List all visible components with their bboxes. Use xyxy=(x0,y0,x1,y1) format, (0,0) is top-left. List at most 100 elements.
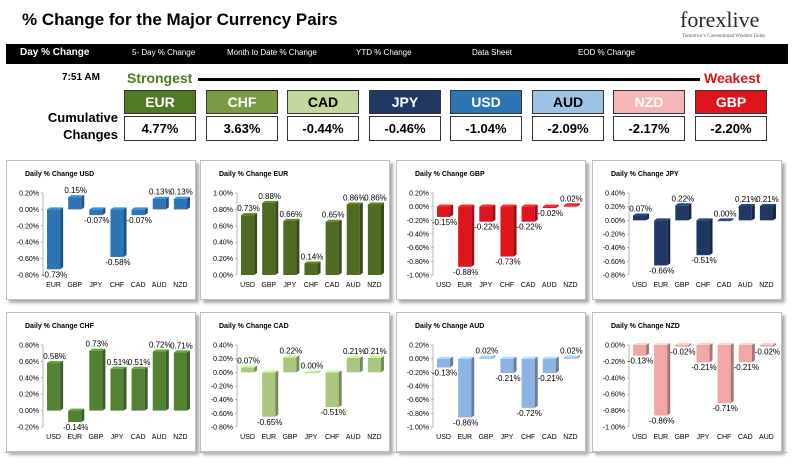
data-label: 0.66% xyxy=(280,210,303,219)
y-tick-label: -0.20% xyxy=(17,223,39,230)
tab-day-change[interactable]: Day % Change xyxy=(20,47,90,58)
y-tick-label: -0.40% xyxy=(407,384,429,391)
cumulative-change-value: -2.17% xyxy=(613,116,685,141)
bar-gbp xyxy=(675,203,692,221)
bar-chf xyxy=(304,261,321,275)
x-tick-label: NZD xyxy=(563,434,577,441)
bar-chart: 1.00% 0.80% 0.60% 0.40% 0.20% 0.00% 0.73% USD 0.… xyxy=(213,191,387,290)
bar-eur xyxy=(68,408,85,423)
y-tick-label: 0.20% xyxy=(409,343,429,350)
y-tick-label: 1.00% xyxy=(213,191,233,198)
chart-panel-gbp: Daily % Change GBP 0.20% 0.00% -0.20% -0.40%… xyxy=(396,160,586,300)
x-tick-label: GBP xyxy=(88,434,103,441)
x-tick-label: CAD xyxy=(738,434,753,441)
y-tick-label: -0.80% xyxy=(407,259,429,266)
y-tick-label: 0.00% xyxy=(605,218,625,225)
y-tick-label: -0.20% xyxy=(211,384,233,391)
tab-data-sheet[interactable]: Data Sheet xyxy=(472,48,513,57)
cumulative-change-value: -2.09% xyxy=(532,116,604,141)
data-label: 0.71% xyxy=(170,341,193,350)
x-tick-label: NZD xyxy=(173,434,187,441)
data-label: -0.02% xyxy=(538,209,563,218)
y-tick-label: -0.40% xyxy=(17,240,39,247)
chart-title: Daily % Change USD xyxy=(25,171,95,178)
data-label: 0.21% xyxy=(343,347,366,356)
x-tick-label: NZD xyxy=(563,282,577,289)
bar-gbp xyxy=(262,200,279,275)
timestamp: 7:51 AM xyxy=(62,72,100,83)
bar-aud xyxy=(346,202,363,275)
x-tick-label: JPY xyxy=(697,434,710,441)
bar-chart: 0.20% 0.00% -0.20% -0.40% -0.60% -0.80% -0.73%… xyxy=(17,186,193,289)
y-tick-label: -0.80% xyxy=(603,408,625,415)
x-tick-label: NZD xyxy=(367,434,381,441)
x-tick-label: GBP xyxy=(674,282,689,289)
bar-eur xyxy=(458,204,475,267)
bar-chart: 0.20% 0.00% -0.20% -0.40% -0.60% -0.80% -1.00%… xyxy=(407,343,583,442)
x-tick-label: AUD xyxy=(738,282,753,289)
data-label: -0.07% xyxy=(126,216,151,225)
data-label: 0.51% xyxy=(128,358,151,367)
y-tick-label: 0.20% xyxy=(19,392,39,399)
data-label: -0.71% xyxy=(712,404,737,413)
x-tick-label: CHF xyxy=(110,282,124,289)
x-tick-label: GBP xyxy=(674,434,689,441)
y-tick-label: -0.60% xyxy=(407,245,429,252)
bar-jpy xyxy=(479,204,496,222)
data-label: 0.02% xyxy=(476,346,499,355)
tab-month-to-date-change[interactable]: Month to Date % Change xyxy=(227,48,317,57)
x-tick-label: CAD xyxy=(717,282,732,289)
x-tick-label: EUR xyxy=(46,282,61,289)
data-label: -0.22% xyxy=(474,223,499,232)
x-tick-label: EUR xyxy=(457,282,472,289)
bar-aud xyxy=(542,204,559,209)
x-tick-label: USD xyxy=(436,282,451,289)
y-tick-label: -0.20% xyxy=(603,232,625,239)
bar-cad xyxy=(542,356,559,374)
bar-usd xyxy=(437,356,454,368)
x-tick-label: GBP xyxy=(282,434,297,441)
data-label: -0.02% xyxy=(755,348,780,357)
y-tick-label: 0.40% xyxy=(605,191,625,198)
x-tick-label: GBP xyxy=(478,434,493,441)
y-tick-label: -0.80% xyxy=(407,411,429,418)
tab-5-day-change[interactable]: 5- Day % Change xyxy=(132,48,196,57)
chart-title: Daily % Change CHF xyxy=(25,323,94,330)
y-tick-label: 0.60% xyxy=(19,359,39,366)
data-label: 0.07% xyxy=(629,205,652,214)
y-tick-label: 0.20% xyxy=(19,191,39,198)
data-label: -0.73% xyxy=(495,258,520,267)
y-tick-label: -0.60% xyxy=(17,256,39,263)
bar-jpy xyxy=(304,370,321,374)
bar-gbp xyxy=(479,355,496,359)
bar-chart: 0.40% 0.20% 0.00% -0.20% -0.40% -0.60% -0.80% 0… xyxy=(603,191,779,290)
bar-cad xyxy=(717,218,734,222)
x-tick-label: JPY xyxy=(283,282,296,289)
chart-title: Daily % Change JPY xyxy=(611,171,679,178)
data-label: 0.72% xyxy=(149,341,172,350)
y-tick-label: -1.00% xyxy=(603,425,625,432)
y-tick-label: 0.00% xyxy=(409,204,429,211)
x-tick-label: JPY xyxy=(111,434,124,441)
currency-box-nzd: NZD -2.17% xyxy=(613,90,685,141)
cumulative-changes-label: Cumulative Changes xyxy=(47,110,118,142)
bar-jpy xyxy=(696,343,713,363)
bar-nzd xyxy=(563,355,580,359)
y-tick-label: 0.20% xyxy=(605,204,625,211)
tab-ytd-change[interactable]: YTD % Change xyxy=(356,48,412,57)
logo-tagline: Tomorrow's Conventional Wisdom Today xyxy=(682,34,766,39)
data-label: -0.21% xyxy=(538,374,563,383)
cumulative-change-value: -2.20% xyxy=(695,116,767,141)
y-tick-label: 0.80% xyxy=(213,207,233,214)
y-tick-label: -0.60% xyxy=(211,411,233,418)
x-tick-label: GBP xyxy=(67,282,82,289)
currency-box-aud: AUD -2.09% xyxy=(532,90,604,141)
y-tick-label: -0.40% xyxy=(407,232,429,239)
data-label: -0.86% xyxy=(453,418,478,427)
x-tick-label: CAD xyxy=(131,282,146,289)
tab-eod-change[interactable]: EOD % Change xyxy=(578,48,635,57)
x-tick-label: CHF xyxy=(717,434,731,441)
data-label: 0.14% xyxy=(301,253,324,262)
forexlive-logo[interactable]: forexlive Tomorrow's Conventional Wisdom… xyxy=(660,6,778,44)
x-tick-label: USD xyxy=(632,282,647,289)
